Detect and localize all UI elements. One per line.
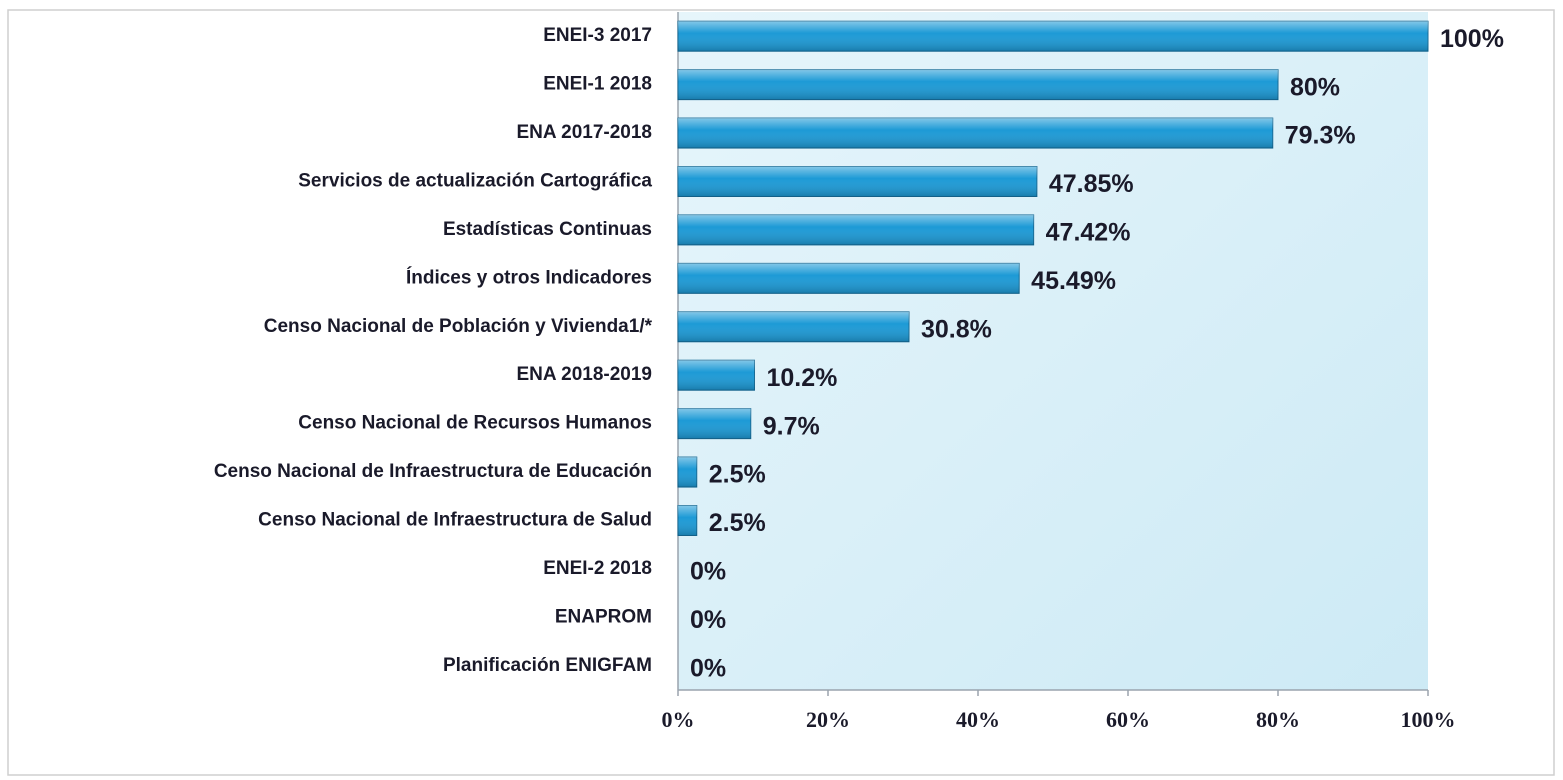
y-tick-label: Índices y otros Indicadores <box>406 266 652 288</box>
y-tick-label: ENEI-1 2018 <box>543 74 652 95</box>
x-tick-label: 60% <box>1106 707 1150 732</box>
frame <box>7 9 1555 776</box>
y-tick-label: Estadísticas Continuas <box>443 219 652 240</box>
value-label: 0% <box>690 654 726 682</box>
bar-shine <box>678 69 1278 100</box>
y-tick-label: Censo Nacional de Recursos Humanos <box>298 413 652 434</box>
bar-shine <box>678 360 755 391</box>
y-tick-label: Servicios de actualización Cartográfica <box>298 171 652 192</box>
bar-shine <box>678 118 1273 149</box>
value-label: 10.2% <box>767 364 838 392</box>
bar-shine <box>678 166 1037 197</box>
x-tick-label: 20% <box>806 707 850 732</box>
y-tick-label: ENEI-3 2017 <box>543 25 652 46</box>
x-tick-label: 80% <box>1256 707 1300 732</box>
bar-shine <box>678 408 751 439</box>
value-label: 0% <box>690 606 726 634</box>
value-label: 2.5% <box>709 461 766 489</box>
value-label: 0% <box>690 558 726 586</box>
y-tick-label: ENAPROM <box>555 606 652 627</box>
x-tick-label: 0% <box>662 707 695 732</box>
x-tick-label: 100% <box>1401 707 1456 732</box>
plot-area <box>678 12 1428 690</box>
x-tick-label: 40% <box>956 707 1000 732</box>
y-tick-label: ENA 2018-2019 <box>516 364 652 385</box>
value-label: 79.3% <box>1285 122 1356 150</box>
value-label: 30.8% <box>921 315 992 343</box>
bar-shine <box>678 21 1428 52</box>
y-tick-label: Censo Nacional de Población y Vivienda1/… <box>264 316 653 337</box>
bar-shine <box>678 457 697 488</box>
bar-shine <box>678 505 697 536</box>
y-tick-label: ENA 2017-2018 <box>516 122 652 143</box>
value-label: 80% <box>1290 73 1340 101</box>
y-tick-label: ENEI-2 2018 <box>543 558 652 579</box>
value-label: 47.85% <box>1049 170 1134 198</box>
bar-shine <box>678 263 1020 294</box>
value-label: 2.5% <box>709 509 766 537</box>
value-label: 100% <box>1440 25 1504 53</box>
bar-shine <box>678 214 1034 245</box>
bar-shine <box>678 311 909 342</box>
y-tick-label: Censo Nacional de Infraestructura de Edu… <box>214 461 652 482</box>
value-label: 47.42% <box>1046 219 1131 247</box>
y-tick-label: Censo Nacional de Infraestructura de Sal… <box>258 510 652 531</box>
value-label: 9.7% <box>763 412 820 440</box>
value-label: 45.49% <box>1031 267 1116 295</box>
y-tick-label: Planificación ENIGFAM <box>443 655 652 676</box>
